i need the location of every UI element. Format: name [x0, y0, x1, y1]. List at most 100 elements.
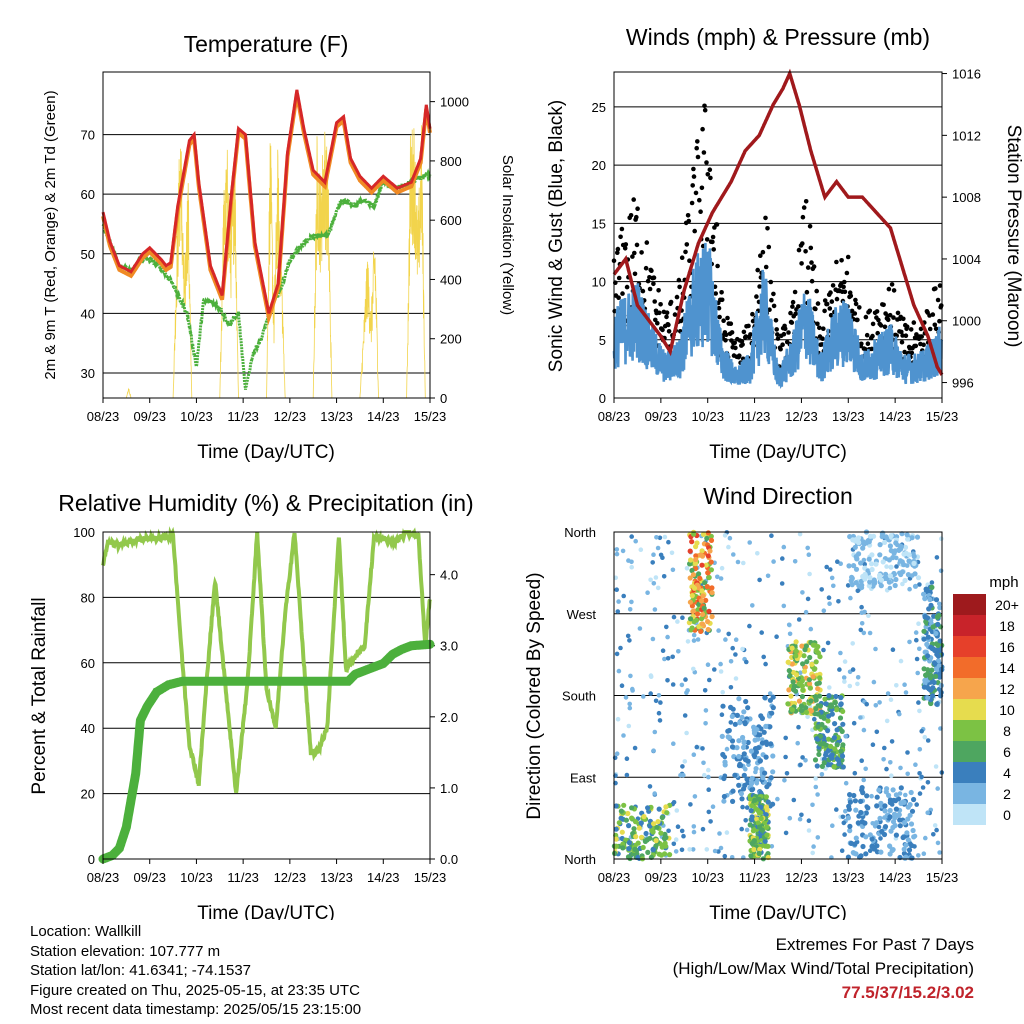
direction-point	[859, 758, 864, 763]
direction-point	[739, 826, 744, 832]
gust-point	[775, 332, 780, 337]
gust-point	[769, 297, 774, 303]
extremes-box: Extremes For Past 7 Days (High/Low/Max W…	[673, 933, 974, 1005]
winds-ytick-label: 10	[592, 275, 606, 290]
direction-point	[926, 606, 932, 612]
gust-point	[937, 283, 943, 288]
direction-ytick-label: East	[570, 770, 596, 785]
gust-point	[645, 278, 651, 284]
direction-point	[662, 656, 667, 662]
gust-point	[796, 247, 802, 253]
direction-point	[905, 816, 911, 822]
figure-created: Figure created on Thu, 2025-05-15, at 23…	[30, 981, 360, 999]
direction-point	[893, 576, 899, 583]
direction-point	[736, 753, 742, 760]
station-location: Location: Wallkill	[30, 923, 142, 940]
direction-point	[893, 540, 899, 546]
gust-point	[691, 166, 696, 172]
direction-point	[797, 816, 803, 822]
direction-point	[656, 710, 662, 716]
gust-point	[623, 242, 629, 247]
direction-point	[764, 807, 770, 813]
humidity-y2tick-label: 0.0	[440, 852, 458, 867]
direction-point	[692, 560, 699, 567]
gust-point	[639, 250, 644, 255]
direction-point	[706, 608, 712, 614]
gust-point	[750, 311, 755, 317]
legend-label: 14	[999, 660, 1015, 676]
direction-point	[680, 615, 685, 620]
gust-point	[821, 326, 826, 332]
gust-point	[758, 253, 763, 258]
direction-point	[883, 571, 889, 577]
direction-point	[880, 559, 886, 565]
gust-point	[631, 197, 636, 202]
direction-point	[732, 721, 738, 727]
direction-point	[887, 800, 894, 806]
direction-point	[845, 854, 852, 860]
gust-point	[657, 310, 662, 316]
direction-point	[847, 792, 853, 798]
direction-point	[762, 695, 768, 701]
direction-point	[922, 677, 928, 683]
winds-ylabel-left: Sonic Wind & Gust (Blue, Black)	[546, 100, 567, 372]
direction-point	[812, 666, 818, 672]
direction-point	[702, 688, 708, 693]
temperature-y2tick-label: 200	[440, 332, 462, 347]
direction-point	[938, 568, 944, 574]
direction-point	[882, 539, 888, 546]
direction-point	[898, 785, 904, 791]
humidity-y2tick-label: 1.0	[440, 781, 458, 796]
direction-point	[874, 729, 880, 735]
direction-point	[837, 715, 844, 721]
gust-point	[656, 288, 661, 293]
sonic-wind-line	[612, 242, 944, 390]
direction-point	[937, 638, 943, 644]
direction-point	[619, 683, 625, 688]
direction-point	[825, 728, 831, 734]
gust-point	[660, 327, 665, 333]
direction-point	[699, 588, 705, 594]
direction-point	[665, 678, 670, 683]
direction-point	[670, 654, 675, 660]
direction-point	[889, 739, 895, 744]
direction-point	[868, 561, 875, 567]
direction-point	[838, 695, 844, 701]
direction-point	[929, 667, 935, 673]
direction-point	[874, 803, 880, 809]
direction-point	[752, 797, 758, 803]
direction-point	[921, 628, 927, 634]
direction-point	[925, 780, 931, 785]
direction-point	[902, 544, 909, 551]
direction-point	[803, 709, 810, 716]
direction-point	[737, 761, 743, 767]
direction-point	[762, 770, 768, 776]
winds-xtick-label: 13/23	[832, 409, 865, 424]
gust-point	[689, 200, 695, 206]
direction-point	[917, 582, 922, 587]
gust-point	[672, 312, 678, 317]
direction-point	[832, 721, 838, 727]
direction-point	[694, 744, 700, 750]
legend-swatch	[953, 594, 986, 615]
gust-point	[899, 339, 905, 345]
direction-point	[774, 634, 779, 639]
direction-point	[728, 704, 734, 711]
winds-y2tick-label: 1016	[952, 67, 981, 82]
direction-point	[689, 625, 695, 631]
direction-point	[799, 678, 806, 684]
direction-xtick-label: 11/23	[739, 870, 771, 885]
gust-point	[618, 234, 623, 240]
gust-point	[691, 174, 697, 179]
direction-point	[736, 696, 742, 702]
direction-point	[839, 848, 845, 853]
direction-panel: Wind Direction Time (Day/UTC) Direction …	[524, 483, 1019, 920]
direction-point	[734, 712, 741, 719]
direction-point	[685, 639, 691, 644]
direction-point	[932, 823, 938, 828]
direction-point	[689, 567, 695, 574]
winds-xtick-label: 11/23	[739, 409, 771, 424]
direction-point	[862, 573, 869, 579]
direction-point	[664, 810, 670, 816]
direction-point	[732, 772, 738, 778]
